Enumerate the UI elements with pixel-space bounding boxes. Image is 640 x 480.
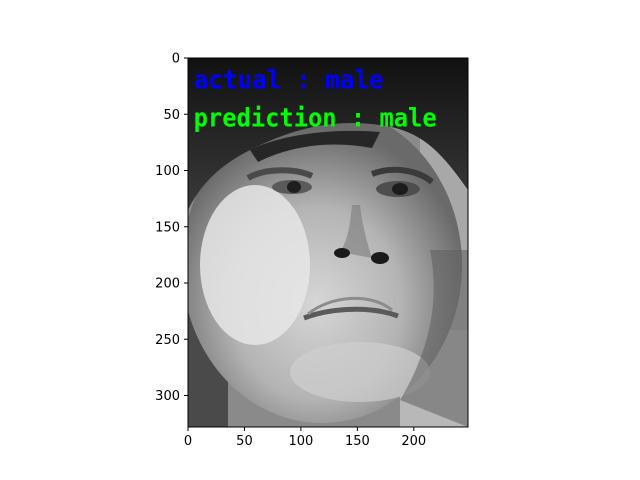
y-tick-label: 50 [163, 108, 180, 123]
x-tick-label: 150 [345, 434, 370, 449]
y-axis: 0 50 100 150 200 250 300 [155, 52, 188, 404]
overlay-labels: actual : male prediction : male [194, 65, 437, 133]
y-tick-label: 0 [172, 52, 180, 67]
y-tick-label: 300 [155, 389, 180, 404]
y-tick-label: 150 [155, 220, 180, 235]
x-tick-label: 100 [288, 434, 313, 449]
axes-frame [187, 57, 469, 428]
x-tick-label: 200 [401, 434, 426, 449]
x-tick-label: 0 [184, 434, 192, 449]
y-tick-label: 100 [155, 164, 180, 179]
prediction-label: prediction : male [194, 104, 437, 134]
y-tick-label: 250 [155, 333, 180, 348]
face-image [188, 58, 468, 427]
y-tick-label: 200 [155, 277, 180, 292]
x-axis: 0 50 100 150 200 [184, 427, 426, 449]
x-tick-label: 50 [236, 434, 253, 449]
actual-label: actual : male [194, 65, 384, 95]
